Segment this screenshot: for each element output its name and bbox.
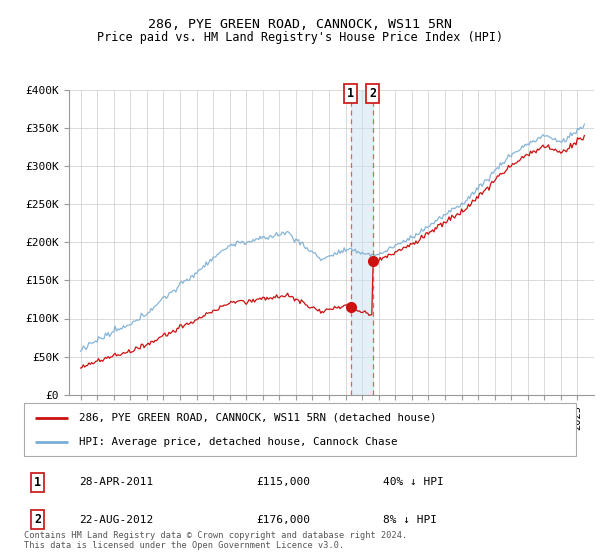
Text: 22-AUG-2012: 22-AUG-2012 (79, 515, 154, 525)
FancyBboxPatch shape (24, 403, 576, 456)
Text: HPI: Average price, detached house, Cannock Chase: HPI: Average price, detached house, Cann… (79, 437, 398, 447)
Text: 2: 2 (369, 87, 376, 100)
Text: 2: 2 (34, 514, 41, 526)
Text: 286, PYE GREEN ROAD, CANNOCK, WS11 5RN: 286, PYE GREEN ROAD, CANNOCK, WS11 5RN (148, 18, 452, 31)
Text: Contains HM Land Registry data © Crown copyright and database right 2024.
This d: Contains HM Land Registry data © Crown c… (24, 530, 407, 550)
Text: 286, PYE GREEN ROAD, CANNOCK, WS11 5RN (detached house): 286, PYE GREEN ROAD, CANNOCK, WS11 5RN (… (79, 413, 437, 423)
Text: 28-APR-2011: 28-APR-2011 (79, 477, 154, 487)
Text: 1: 1 (34, 476, 41, 489)
Text: Price paid vs. HM Land Registry's House Price Index (HPI): Price paid vs. HM Land Registry's House … (97, 31, 503, 44)
Text: £176,000: £176,000 (256, 515, 310, 525)
Text: 8% ↓ HPI: 8% ↓ HPI (383, 515, 437, 525)
Bar (351, 90, 373, 395)
Text: 40% ↓ HPI: 40% ↓ HPI (383, 477, 443, 487)
Text: £115,000: £115,000 (256, 477, 310, 487)
Text: 1: 1 (347, 87, 355, 100)
